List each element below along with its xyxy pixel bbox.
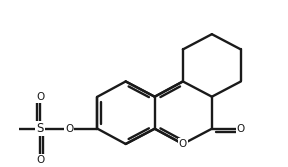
Text: O: O — [36, 155, 44, 165]
Text: O: O — [179, 139, 187, 149]
Text: O: O — [36, 92, 44, 102]
Text: S: S — [37, 122, 44, 135]
Text: O: O — [65, 124, 73, 134]
Text: O: O — [237, 124, 245, 134]
